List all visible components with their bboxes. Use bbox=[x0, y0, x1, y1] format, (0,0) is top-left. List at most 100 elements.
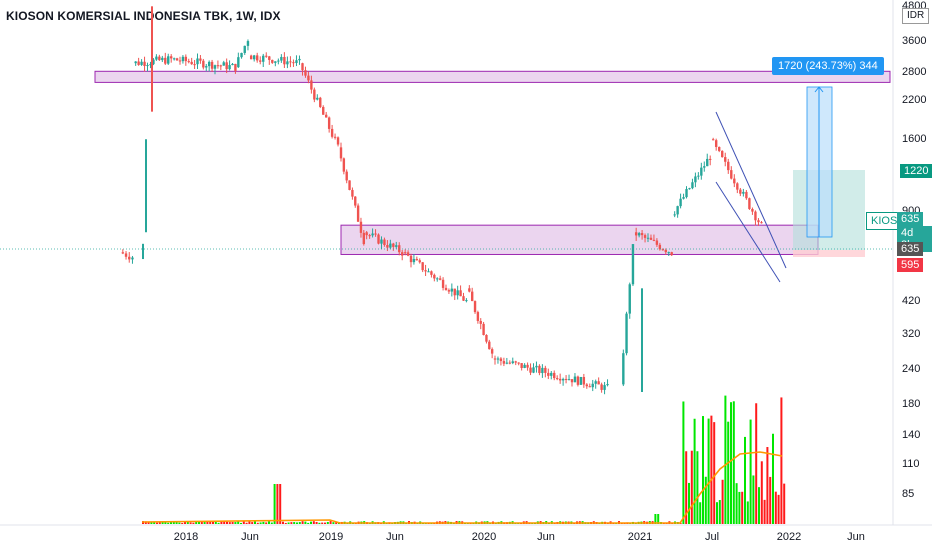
candle-body bbox=[383, 239, 386, 246]
candle-body bbox=[292, 62, 295, 64]
support-resistance-zones[interactable] bbox=[94, 70, 891, 255]
volume-bar bbox=[254, 521, 256, 524]
volume-bar bbox=[685, 451, 688, 524]
candle-body bbox=[523, 364, 526, 368]
wedge-lower-line bbox=[715, 181, 781, 283]
candle-body bbox=[588, 386, 591, 388]
volume-bar bbox=[772, 433, 774, 524]
volume-bar bbox=[186, 521, 189, 524]
candle-body bbox=[307, 75, 310, 81]
candle-body bbox=[597, 381, 600, 385]
measure-label: 1720 (243.73%) 344 bbox=[772, 57, 884, 75]
volume-bar bbox=[234, 522, 237, 524]
candle-body bbox=[640, 233, 644, 236]
volume-bar bbox=[718, 500, 721, 524]
candle-body bbox=[175, 58, 179, 61]
price-tick-label: 140 bbox=[902, 429, 920, 441]
candle-body bbox=[280, 56, 283, 61]
candle-body bbox=[152, 59, 155, 65]
candle-body bbox=[362, 232, 366, 245]
volume-bar bbox=[738, 491, 741, 524]
volume-bar bbox=[217, 522, 220, 524]
volume-bar bbox=[298, 522, 301, 524]
volume-bar bbox=[184, 521, 186, 524]
candle-body bbox=[490, 349, 494, 354]
candle-body bbox=[403, 252, 407, 254]
candle-body bbox=[368, 235, 371, 237]
candle-body bbox=[541, 367, 544, 374]
candle-body bbox=[240, 52, 243, 58]
candle-body bbox=[161, 57, 164, 61]
last-price-tag: 635 bbox=[897, 212, 924, 226]
price-tick-label: 2800 bbox=[902, 66, 926, 78]
volume-bar bbox=[223, 521, 226, 524]
volume-bar bbox=[690, 450, 693, 524]
candle-body bbox=[259, 60, 262, 62]
candle-body bbox=[430, 271, 433, 275]
volume-bar bbox=[746, 501, 749, 524]
price-tick-label: 2200 bbox=[902, 94, 926, 106]
candle-body bbox=[721, 150, 724, 158]
candle-body bbox=[386, 245, 389, 248]
candle-body bbox=[514, 361, 517, 363]
volume-bar bbox=[696, 451, 699, 524]
candle-body bbox=[351, 189, 354, 197]
candle-body bbox=[714, 140, 718, 147]
wedge-upper-line bbox=[715, 111, 787, 269]
volume-bar bbox=[332, 522, 335, 524]
candle-body bbox=[252, 55, 256, 60]
candle-body bbox=[637, 233, 641, 236]
time-tick-label: 2020 bbox=[472, 531, 496, 543]
candle-body bbox=[511, 361, 514, 364]
volume-bar bbox=[251, 522, 254, 524]
volume-bar bbox=[312, 521, 315, 524]
candle-body bbox=[441, 279, 445, 288]
candle-body bbox=[479, 320, 482, 324]
candle-body bbox=[336, 137, 340, 145]
candle-body bbox=[456, 290, 459, 296]
candle-body bbox=[745, 191, 748, 199]
time-tick-label: Jul bbox=[705, 531, 719, 543]
candle-body bbox=[570, 379, 574, 383]
price-tick-label: 1600 bbox=[902, 133, 926, 145]
candle-body bbox=[682, 197, 685, 199]
candle-body bbox=[231, 63, 234, 66]
volume-bar bbox=[259, 522, 262, 524]
volume-bar bbox=[248, 521, 251, 524]
volume-bar bbox=[752, 475, 755, 524]
chart-title: KIOSON KOMERSIAL INDONESIA TBK, 1W, IDX bbox=[6, 9, 281, 23]
candle-body bbox=[301, 63, 304, 71]
candle-body bbox=[447, 290, 451, 292]
candle-body bbox=[170, 56, 173, 59]
candle-body bbox=[709, 158, 712, 160]
measure-arrow bbox=[814, 86, 824, 93]
time-tick-label: Jun bbox=[537, 531, 555, 543]
candle-body bbox=[742, 191, 745, 194]
volume-bar bbox=[329, 521, 332, 524]
candle-body bbox=[711, 139, 715, 141]
volume-bar bbox=[212, 521, 214, 524]
volume-bar bbox=[287, 522, 290, 524]
time-axis[interactable]: 2018 Jun 2019 Jun 2020 Jun 2021 Jul 2022 Jun bbox=[0, 524, 932, 543]
candle-body bbox=[359, 221, 363, 233]
candle-body bbox=[757, 220, 760, 223]
candle-body bbox=[553, 372, 556, 379]
candle-body bbox=[625, 313, 628, 354]
price-axis[interactable]: 4800360028002200160090042032024018014011… bbox=[892, 0, 926, 525]
volume-bar bbox=[693, 418, 696, 524]
candle-body bbox=[190, 61, 193, 65]
volume-bar bbox=[304, 521, 307, 524]
volume-bar bbox=[296, 522, 298, 524]
candle-body bbox=[433, 274, 436, 279]
position-tool[interactable] bbox=[0, 86, 893, 257]
candle-body bbox=[196, 58, 199, 65]
candle-body bbox=[345, 171, 348, 181]
candle-body bbox=[558, 378, 562, 381]
price-tick-label: 85 bbox=[902, 488, 914, 500]
trend-lines[interactable] bbox=[715, 111, 787, 283]
volume-bar bbox=[763, 499, 766, 524]
volume-bar bbox=[732, 401, 735, 524]
volume-bar bbox=[192, 522, 195, 524]
candle-body bbox=[482, 323, 485, 335]
